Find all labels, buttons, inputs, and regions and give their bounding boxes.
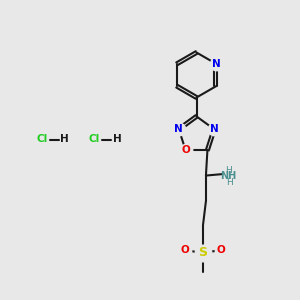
Text: Cl: Cl (36, 134, 48, 145)
Text: N: N (210, 124, 219, 134)
Text: NH: NH (220, 171, 237, 182)
Text: N: N (174, 124, 183, 134)
Text: O: O (181, 245, 189, 255)
Text: S: S (198, 246, 207, 259)
Text: H: H (60, 134, 69, 145)
Text: Cl: Cl (89, 134, 100, 145)
Text: H: H (112, 134, 122, 145)
Text: N: N (212, 59, 220, 69)
Text: O: O (181, 145, 190, 155)
Text: O: O (217, 245, 225, 255)
Text: H: H (225, 166, 232, 175)
Text: H: H (226, 178, 232, 187)
